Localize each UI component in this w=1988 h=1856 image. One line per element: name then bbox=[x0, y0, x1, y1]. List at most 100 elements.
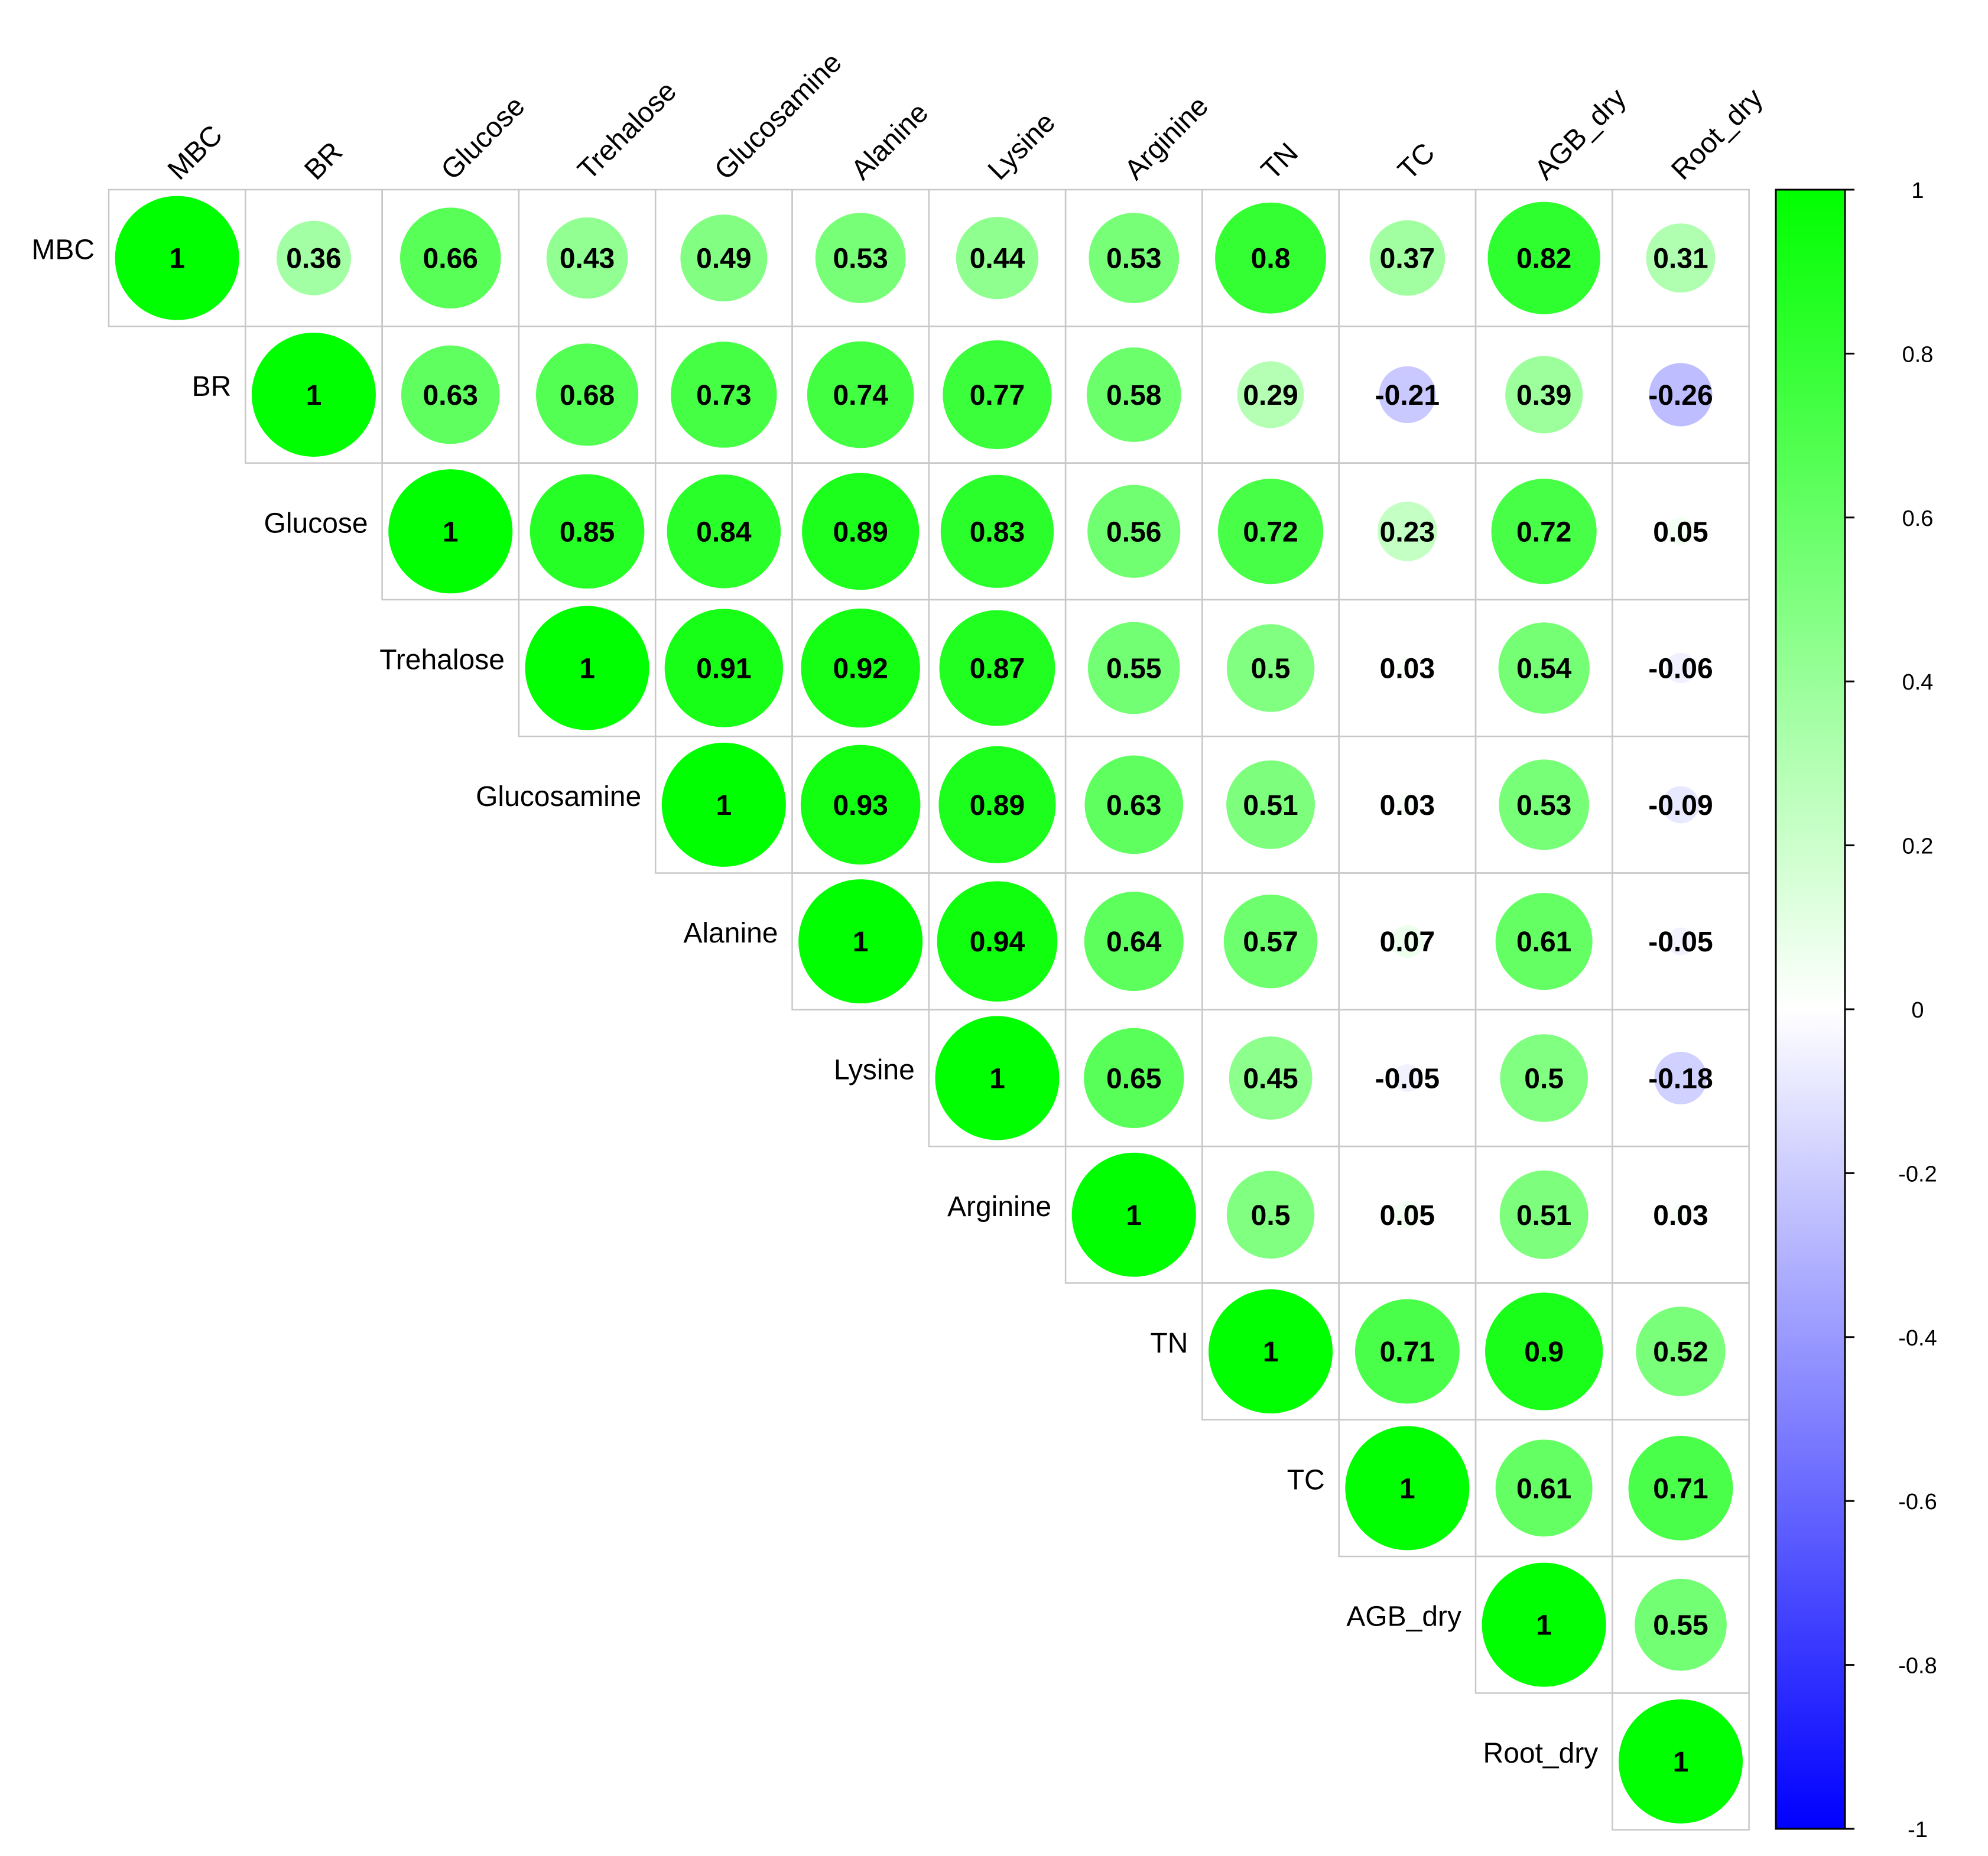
corr-circle-agb_dry-root_dry bbox=[1635, 1578, 1727, 1671]
corr-value: 0.71 bbox=[1380, 1337, 1435, 1368]
circle-layer bbox=[115, 196, 1743, 1824]
grid-cell bbox=[1612, 1692, 1750, 1831]
corr-value: 0.49 bbox=[696, 243, 751, 275]
corr-value: 0.05 bbox=[1380, 1200, 1435, 1231]
corr-value: 1 bbox=[1673, 1747, 1689, 1778]
corr-circle-tn-agb_dry bbox=[1485, 1292, 1603, 1410]
legend-tick-label: 0.4 bbox=[1902, 670, 1934, 695]
corr-circle-glucosamine-root_dry bbox=[1662, 786, 1700, 824]
corr-circle-glucose-root_dry bbox=[1667, 517, 1695, 545]
corr-circle-lysine-root_dry bbox=[1654, 1051, 1707, 1104]
corr-circle-trehalose-lysine bbox=[939, 610, 1055, 726]
corr-value: -0.26 bbox=[1648, 380, 1713, 411]
column-label: Arginine bbox=[1119, 90, 1214, 186]
corr-circle-lysine-lysine bbox=[935, 1016, 1060, 1140]
corr-value: 0.5 bbox=[1251, 1200, 1291, 1231]
corr-value: 0.57 bbox=[1243, 927, 1298, 958]
column-label: TN bbox=[1255, 137, 1304, 186]
corr-circle-lysine-arginine bbox=[1084, 1028, 1184, 1129]
corr-circle-tn-tc bbox=[1354, 1299, 1460, 1404]
corr-circle-br-agb_dry bbox=[1505, 356, 1583, 434]
corr-circle-arginine-arginine bbox=[1071, 1152, 1196, 1277]
corr-circle-trehalose-tc bbox=[1396, 657, 1418, 679]
corr-value: -0.21 bbox=[1375, 380, 1440, 411]
corr-circle-trehalose-root_dry bbox=[1665, 652, 1696, 684]
corr-circle-mbc-alanine bbox=[815, 213, 906, 304]
corr-circle-trehalose-tn bbox=[1226, 624, 1315, 712]
corr-value: 0.51 bbox=[1243, 790, 1298, 821]
corr-value: 0.03 bbox=[1380, 654, 1435, 685]
grid-layer bbox=[108, 188, 1750, 1831]
column-label: Glucose bbox=[436, 90, 531, 186]
row-label: MBC bbox=[31, 235, 95, 266]
corr-value: 0.93 bbox=[833, 790, 888, 821]
row-label: Glucose bbox=[264, 508, 368, 539]
corr-value: 0.83 bbox=[970, 516, 1025, 548]
corr-circle-mbc-lysine bbox=[956, 217, 1039, 300]
corr-value: 0.9 bbox=[1524, 1337, 1564, 1368]
legend-tick-label: 0.2 bbox=[1902, 834, 1934, 859]
row-label: BR bbox=[192, 371, 232, 402]
corr-value: -0.09 bbox=[1648, 790, 1713, 821]
corr-circle-alanine-tn bbox=[1223, 894, 1318, 989]
color-legend: 1 0.8 0.6 0.4 0.2 0 -0.2 -0.4 -0.6 -0.8 -1 bbox=[1775, 178, 1937, 1842]
corr-circle-alanine-tc bbox=[1391, 925, 1424, 958]
corr-circle-trehalose-glucosamine bbox=[664, 609, 784, 727]
legend-tick-label: -0.6 bbox=[1898, 1490, 1937, 1514]
corr-value: 0.58 bbox=[1106, 380, 1161, 411]
corr-circle-mbc-mbc bbox=[115, 196, 239, 320]
corr-circle-arginine-agb_dry bbox=[1499, 1170, 1589, 1259]
corr-value: 0.91 bbox=[696, 654, 751, 685]
corr-value: 1 bbox=[1263, 1337, 1279, 1368]
corr-value: 0.94 bbox=[970, 927, 1025, 958]
corr-value: 0.92 bbox=[833, 654, 888, 685]
corr-circle-trehalose-agb_dry bbox=[1498, 622, 1590, 714]
corr-value: 0.51 bbox=[1516, 1200, 1571, 1231]
corr-value: 0.5 bbox=[1251, 654, 1291, 685]
corr-value: 0.07 bbox=[1380, 927, 1435, 958]
corr-value: 0.56 bbox=[1106, 516, 1161, 548]
corr-circle-glucosamine-agb_dry bbox=[1499, 759, 1590, 850]
corr-circle-br-glucosamine bbox=[671, 342, 777, 448]
corr-value: 0.53 bbox=[1106, 243, 1161, 275]
corr-value: 0.89 bbox=[970, 790, 1025, 821]
corr-circle-tn-root_dry bbox=[1636, 1306, 1726, 1396]
corr-value: 0.61 bbox=[1516, 927, 1571, 958]
legend-tick-label: -1 bbox=[1908, 1818, 1928, 1842]
corr-value: 0.03 bbox=[1653, 1200, 1708, 1231]
corr-value: 0.29 bbox=[1243, 380, 1298, 411]
column-label: Alanine bbox=[845, 97, 934, 186]
legend-tick-label: -0.2 bbox=[1898, 1162, 1937, 1187]
corr-value: -0.05 bbox=[1375, 1063, 1440, 1094]
corr-value: 0.72 bbox=[1516, 516, 1571, 548]
corr-circle-glucosamine-lysine bbox=[938, 746, 1056, 863]
corr-circle-tc-agb_dry bbox=[1495, 1439, 1593, 1537]
corr-circle-glucosamine-alanine bbox=[800, 745, 921, 865]
corr-value: 0.82 bbox=[1516, 243, 1571, 275]
corr-circle-mbc-agb_dry bbox=[1487, 201, 1600, 314]
corr-value: 1 bbox=[169, 243, 185, 275]
corr-value: 0.8 bbox=[1251, 243, 1291, 275]
corr-circle-alanine-agb_dry bbox=[1495, 893, 1593, 990]
corr-circle-glucose-glucose bbox=[388, 469, 513, 594]
legend-tick-label: -0.8 bbox=[1898, 1654, 1937, 1679]
corr-value: 0.63 bbox=[423, 380, 478, 411]
corr-value: 0.05 bbox=[1653, 516, 1708, 548]
corr-circle-glucose-lysine bbox=[940, 474, 1054, 588]
corr-circle-br-br bbox=[251, 332, 376, 457]
corr-value: 0.44 bbox=[970, 243, 1025, 275]
corr-value: 0.31 bbox=[1653, 243, 1708, 275]
corr-circle-alanine-arginine bbox=[1084, 892, 1184, 992]
corr-circle-glucosamine-glucosamine bbox=[661, 742, 786, 867]
corr-circle-br-tn bbox=[1237, 361, 1304, 428]
column-label: BR bbox=[298, 136, 349, 186]
row-label: TN bbox=[1150, 1328, 1188, 1359]
corr-circle-lysine-tn bbox=[1229, 1036, 1313, 1120]
corr-value: 0.55 bbox=[1106, 654, 1161, 685]
corr-value: 1 bbox=[853, 927, 869, 958]
corr-circle-glucosamine-tn bbox=[1226, 760, 1315, 849]
corr-value: 0.36 bbox=[286, 243, 341, 275]
corr-circle-mbc-trehalose bbox=[546, 217, 628, 299]
corr-circle-glucosamine-tc bbox=[1396, 794, 1418, 816]
